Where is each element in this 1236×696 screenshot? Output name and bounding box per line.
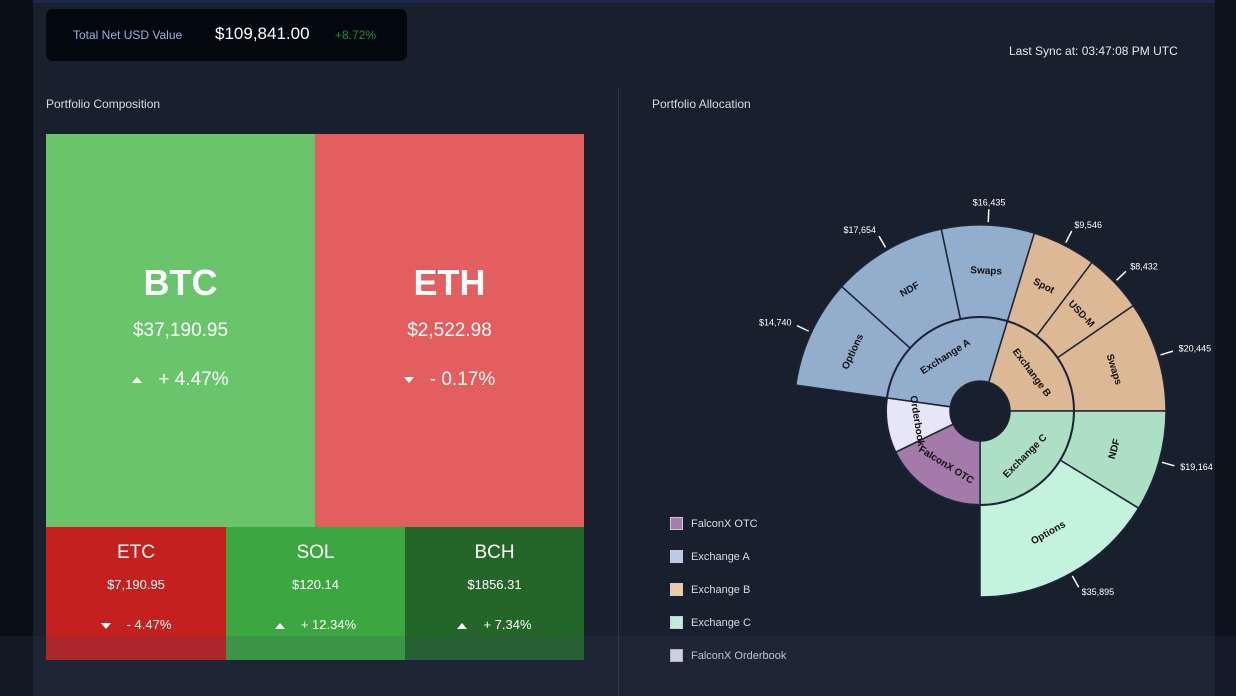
tile-change-value: + 4.47% <box>158 369 229 390</box>
value-label: $8,432 <box>1130 262 1158 272</box>
tile-change-value: - 0.17% <box>429 369 496 390</box>
arrow-down-icon <box>100 622 111 629</box>
inner-ring-border <box>885 316 1075 506</box>
total-change: +8.72% <box>335 28 377 42</box>
legend-swatch <box>670 550 683 563</box>
divider <box>618 88 619 696</box>
tile-change: + 12.34% <box>226 617 405 632</box>
tile-symbol: SOL <box>296 542 335 563</box>
segment-label: Swaps <box>970 265 1003 277</box>
last-sync: Last Sync at: 03:47:08 PM UTC <box>1009 44 1178 58</box>
arrow-down-icon <box>403 376 414 383</box>
tile-bch[interactable]: BCH $1856.31 + 7.34% <box>405 527 584 660</box>
total-value: $109,841.00 <box>215 24 310 43</box>
leader-line <box>1071 575 1080 588</box>
leader-line <box>1065 230 1073 243</box>
legend-falconx-otc[interactable]: FalconX OTC <box>670 517 758 530</box>
arrow-up-icon <box>457 622 468 629</box>
value-label: $14,740 <box>759 317 792 327</box>
tile-price: $2,522.98 <box>407 320 492 341</box>
tile-symbol: BCH <box>474 542 515 563</box>
legend-swatch <box>670 616 683 629</box>
tile-change: - 0.17% <box>315 369 584 391</box>
legend-swatch <box>670 517 683 530</box>
legend-exchange-a[interactable]: Exchange A <box>670 550 750 563</box>
tile-symbol: BTC <box>143 262 218 303</box>
tile-change-value: + 12.34% <box>300 617 357 632</box>
leader-line <box>1116 270 1127 281</box>
leader-line <box>987 209 990 223</box>
value-label: $35,895 <box>1082 587 1115 597</box>
tile-change-value: + 7.34% <box>483 617 532 632</box>
legend-label: FalconX OTC <box>691 517 758 530</box>
legend-swatch <box>670 583 683 596</box>
right-scroll-area <box>1215 0 1236 696</box>
tile-price: $120.14 <box>292 577 339 592</box>
total-label: Total Net USD Value <box>73 28 183 42</box>
value-label: $20,445 <box>1179 344 1212 354</box>
tile-change: - 4.47% <box>46 617 226 632</box>
legend-exchange-c[interactable]: Exchange C <box>670 616 751 629</box>
tile-change: + 4.47% <box>46 369 315 391</box>
tile-symbol: ETC <box>117 542 155 563</box>
arrow-up-icon <box>274 622 285 629</box>
legend-swatch <box>670 649 683 662</box>
allocation-title: Portfolio Allocation <box>652 97 751 111</box>
tile-price: $7,190.95 <box>107 577 165 592</box>
value-label: $9,546 <box>1074 220 1102 230</box>
composition-title: Portfolio Composition <box>46 97 161 111</box>
top-accent-line <box>33 0 1215 3</box>
legend-falconx-orderbook[interactable]: FalconX Orderbook <box>670 649 786 662</box>
value-label: $19,164 <box>1180 462 1213 472</box>
legend-exchange-b[interactable]: Exchange B <box>670 583 750 596</box>
legend-label: Exchange C <box>691 616 751 629</box>
leader-line <box>1161 461 1175 467</box>
leader-line <box>1160 350 1174 356</box>
tile-etc[interactable]: ETC $7,190.95 - 4.47% <box>46 527 226 660</box>
legend-label: FalconX Orderbook <box>691 649 787 662</box>
leader-line <box>796 324 810 332</box>
tile-price: $1856.31 <box>467 577 522 592</box>
tile-change-value: - 4.47% <box>126 617 172 632</box>
arrow-up-icon <box>132 376 143 383</box>
legend-label: Exchange B <box>691 583 751 596</box>
total-net-value-card: Total Net USD Value $109,841.00 +8.72% <box>46 9 407 61</box>
value-label: $17,654 <box>843 225 876 235</box>
legend-label: Exchange A <box>691 550 750 563</box>
tile-change: + 7.34% <box>405 617 584 632</box>
leader-line <box>878 235 887 248</box>
tile-sol[interactable]: SOL $120.14 + 12.34% <box>226 527 405 660</box>
value-label: $16,435 <box>973 198 1006 208</box>
tile-price: $37,190.95 <box>132 320 229 341</box>
tile-btc[interactable]: BTC $37,190.95 + 4.47% <box>46 134 315 527</box>
tile-symbol: ETH <box>413 262 486 303</box>
segment-label: NDF <box>1107 438 1123 461</box>
tile-eth[interactable]: ETH $2,522.98 - 0.17% <box>315 134 584 527</box>
